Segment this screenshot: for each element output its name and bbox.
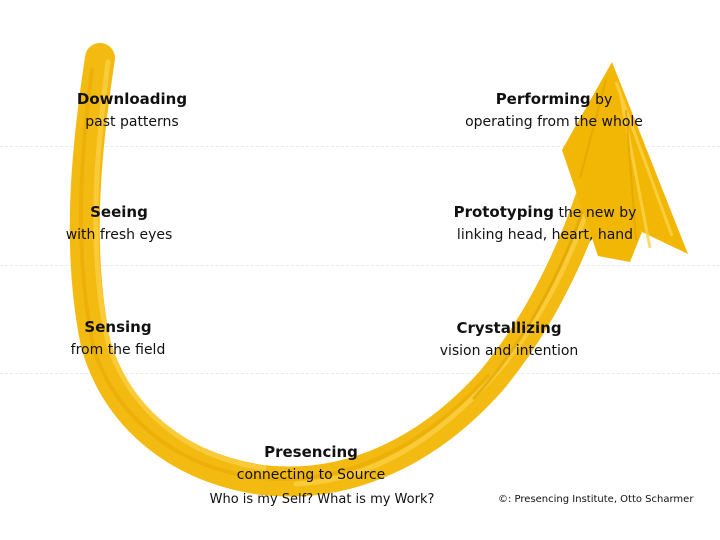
stage-presencing: Presencing connecting to Source [237,441,386,486]
stage-title: Prototyping [453,203,554,221]
stage-title-rest: the new by [553,205,637,221]
stage-subtitle: vision and intention [439,343,579,359]
stage-subtitle: operating from the whole [465,114,643,130]
divider [0,265,720,266]
stage-title: Sensing [84,318,152,336]
stage-seeing: Seeing with fresh eyes [66,201,173,246]
stage-subtitle: linking head, heart, hand [456,227,634,243]
stage-downloading: Downloading past patterns [77,88,187,133]
bottom-question: Who is my Self? What is my Work? [209,492,435,507]
arrow-head [562,62,688,262]
stage-prototyping: Prototyping the new by linking head, hea… [454,201,637,246]
stage-crystallizing: Crystallizing vision and intention [440,317,579,362]
stage-sensing: Sensing from the field [71,316,166,361]
stage-title: Presencing [264,443,358,461]
stage-title: Crystallizing [456,319,562,337]
stage-subtitle: from the field [70,342,166,358]
stage-subtitle: connecting to Source [236,467,386,483]
stage-title: Downloading [76,90,188,108]
stage-subtitle: with fresh eyes [65,227,173,243]
stage-subtitle: past patterns [85,114,179,130]
stage-title-rest: by [590,92,613,108]
stage-title: Performing [495,90,591,108]
divider [0,146,720,147]
stage-title: Seeing [90,203,148,221]
divider [0,373,720,374]
stage-performing: Performing by operating from the whole [465,88,643,133]
copyright-credit: ©: Presencing Institute, Otto Scharmer [498,494,694,505]
